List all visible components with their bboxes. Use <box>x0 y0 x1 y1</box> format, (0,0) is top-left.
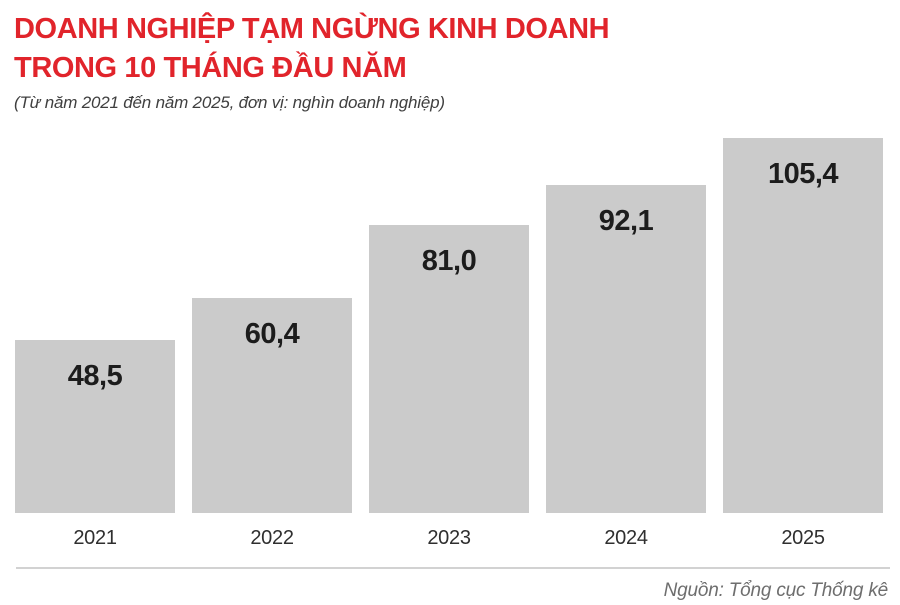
bar-value-label: 60,4 <box>244 317 300 350</box>
bar-2024: 92,1 <box>546 184 706 513</box>
divider <box>16 566 890 569</box>
bar-row: 48,5 60,4 81,0 92,1 105,4 <box>15 137 900 513</box>
x-axis-label-2022: 2022 <box>250 526 294 549</box>
x-axis-label-2023: 2023 <box>427 526 471 549</box>
bar-2023: 81,0 <box>369 224 529 513</box>
bar-value-label: 81,0 <box>421 244 477 277</box>
chart-subtitle: (Từ năm 2021 đến năm 2025, đơn vị: nghìn… <box>14 92 445 112</box>
bar-value-label: 92,1 <box>598 204 654 237</box>
x-axis-label-2024: 2024 <box>604 526 648 549</box>
bar-2022: 60,4 <box>192 297 352 513</box>
chart-header: DOANH NGHIỆP TẠM NGỪNG KINH DOANH TRONG … <box>0 0 900 113</box>
bar-value-label: 105,4 <box>767 157 839 190</box>
bar-value-label: 48,5 <box>67 359 123 392</box>
x-axis-label-2021: 2021 <box>73 526 117 549</box>
x-axis-label-2025: 2025 <box>781 526 825 549</box>
chart-title: DOANH NGHIỆP TẠM NGỪNG KINH DOANH TRONG … <box>14 10 884 88</box>
year-row: 2021 2022 2023 2024 2025 <box>15 513 900 550</box>
bar-2025: 105,4 <box>723 137 883 513</box>
source-text: Nguồn: Tổng cục Thống kê <box>663 579 889 601</box>
chart-title-line1: DOANH NGHIỆP TẠM NGỪNG KINH DOANH <box>14 13 610 45</box>
bar-2021: 48,5 <box>15 339 175 513</box>
chart-title-line2: TRONG 10 THÁNG ĐẦU NĂM <box>14 51 407 84</box>
